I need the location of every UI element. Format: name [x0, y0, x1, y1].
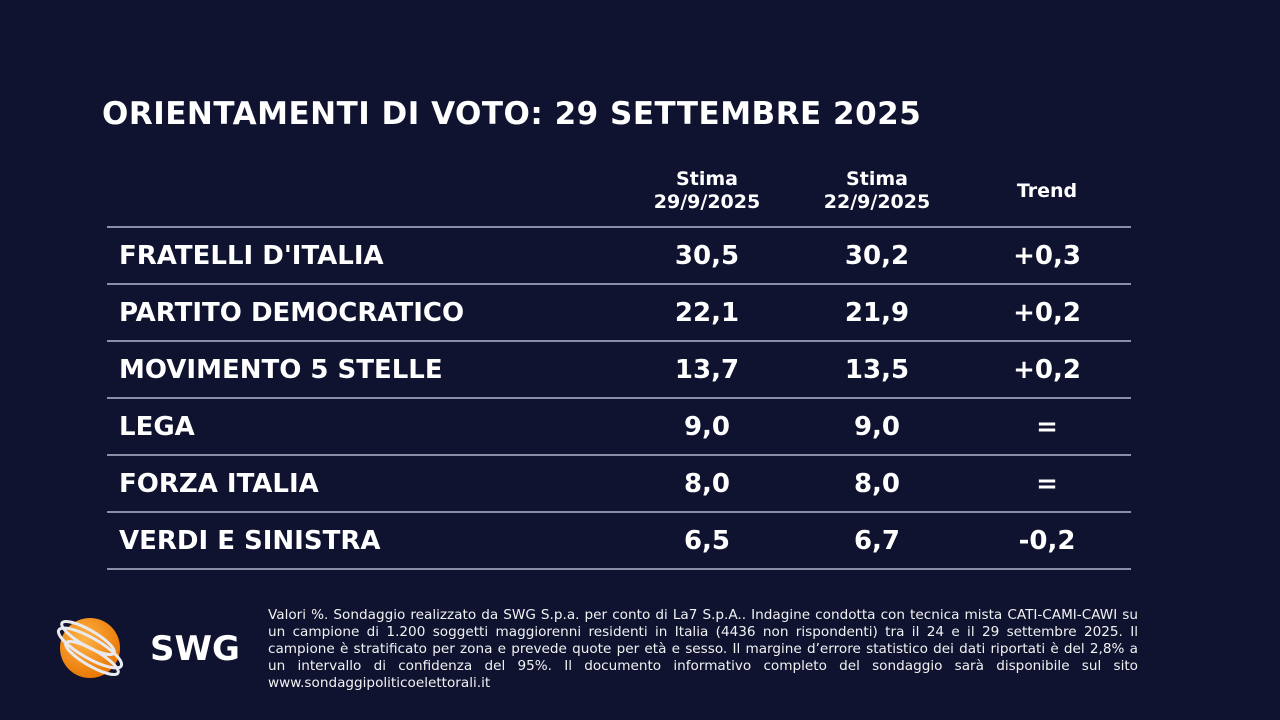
- current-value: 13,7: [674, 355, 740, 385]
- column-header-label: Stima: [846, 168, 908, 190]
- table-row: PARTITO DEMOCRATICO 22,1 21,9 +0,2: [107, 285, 1131, 342]
- trend-value: =: [1036, 469, 1058, 499]
- party-name: PARTITO DEMOCRATICO: [119, 298, 465, 328]
- column-header-date: 29/9/2025: [653, 191, 761, 213]
- previous-value: 13,5: [844, 355, 910, 385]
- current-value: 22,1: [674, 298, 740, 328]
- table-row: FRATELLI D'ITALIA 30,5 30,2 +0,3: [107, 228, 1131, 285]
- page-title: ORIENTAMENTI DI VOTO: 29 SETTEMBRE 2025: [102, 96, 922, 132]
- table-row: MOVIMENTO 5 STELLE 13,7 13,5 +0,2: [107, 342, 1131, 399]
- poll-table: FRATELLI D'ITALIA 30,5 30,2 +0,3 PARTITO DEM…: [107, 226, 1131, 570]
- logo-text: SWG: [150, 629, 240, 669]
- column-header-trend: Trend: [962, 180, 1132, 203]
- party-name: FRATELLI D'ITALIA: [119, 241, 384, 271]
- column-header-date: 22/9/2025: [823, 191, 931, 213]
- column-header-label: Stima: [676, 168, 738, 190]
- previous-value: 21,9: [844, 298, 910, 328]
- current-value: 8,0: [683, 469, 731, 499]
- previous-value: 30,2: [844, 241, 910, 271]
- current-value: 9,0: [683, 412, 731, 442]
- trend-value: +0,2: [1013, 355, 1081, 385]
- column-header-label: Trend: [1016, 180, 1078, 202]
- party-name: LEGA: [119, 412, 195, 442]
- trend-value: +0,2: [1013, 298, 1081, 328]
- previous-value: 8,0: [853, 469, 901, 499]
- current-value: 6,5: [683, 526, 731, 556]
- table-row: VERDI E SINISTRA 6,5 6,7 -0,2: [107, 513, 1131, 570]
- table-row: FORZA ITALIA 8,0 8,0 =: [107, 456, 1131, 513]
- previous-value: 9,0: [853, 412, 901, 442]
- orange-globe-icon: [56, 618, 124, 678]
- methodology-note: Valori %. Sondaggio realizzato da SWG S.…: [268, 607, 1138, 691]
- trend-value: +0,3: [1013, 241, 1081, 271]
- column-header-previous: Stima 22/9/2025: [792, 168, 962, 214]
- table-row: LEGA 9,0 9,0 =: [107, 399, 1131, 456]
- trend-value: =: [1036, 412, 1058, 442]
- previous-value: 6,7: [853, 526, 901, 556]
- current-value: 30,5: [674, 241, 740, 271]
- party-name: VERDI E SINISTRA: [119, 526, 381, 556]
- trend-value: -0,2: [1018, 526, 1076, 556]
- party-name: FORZA ITALIA: [119, 469, 319, 499]
- swg-logo: SWG: [56, 618, 240, 678]
- column-header-current: Stima 29/9/2025: [622, 168, 792, 214]
- party-name: MOVIMENTO 5 STELLE: [119, 355, 443, 385]
